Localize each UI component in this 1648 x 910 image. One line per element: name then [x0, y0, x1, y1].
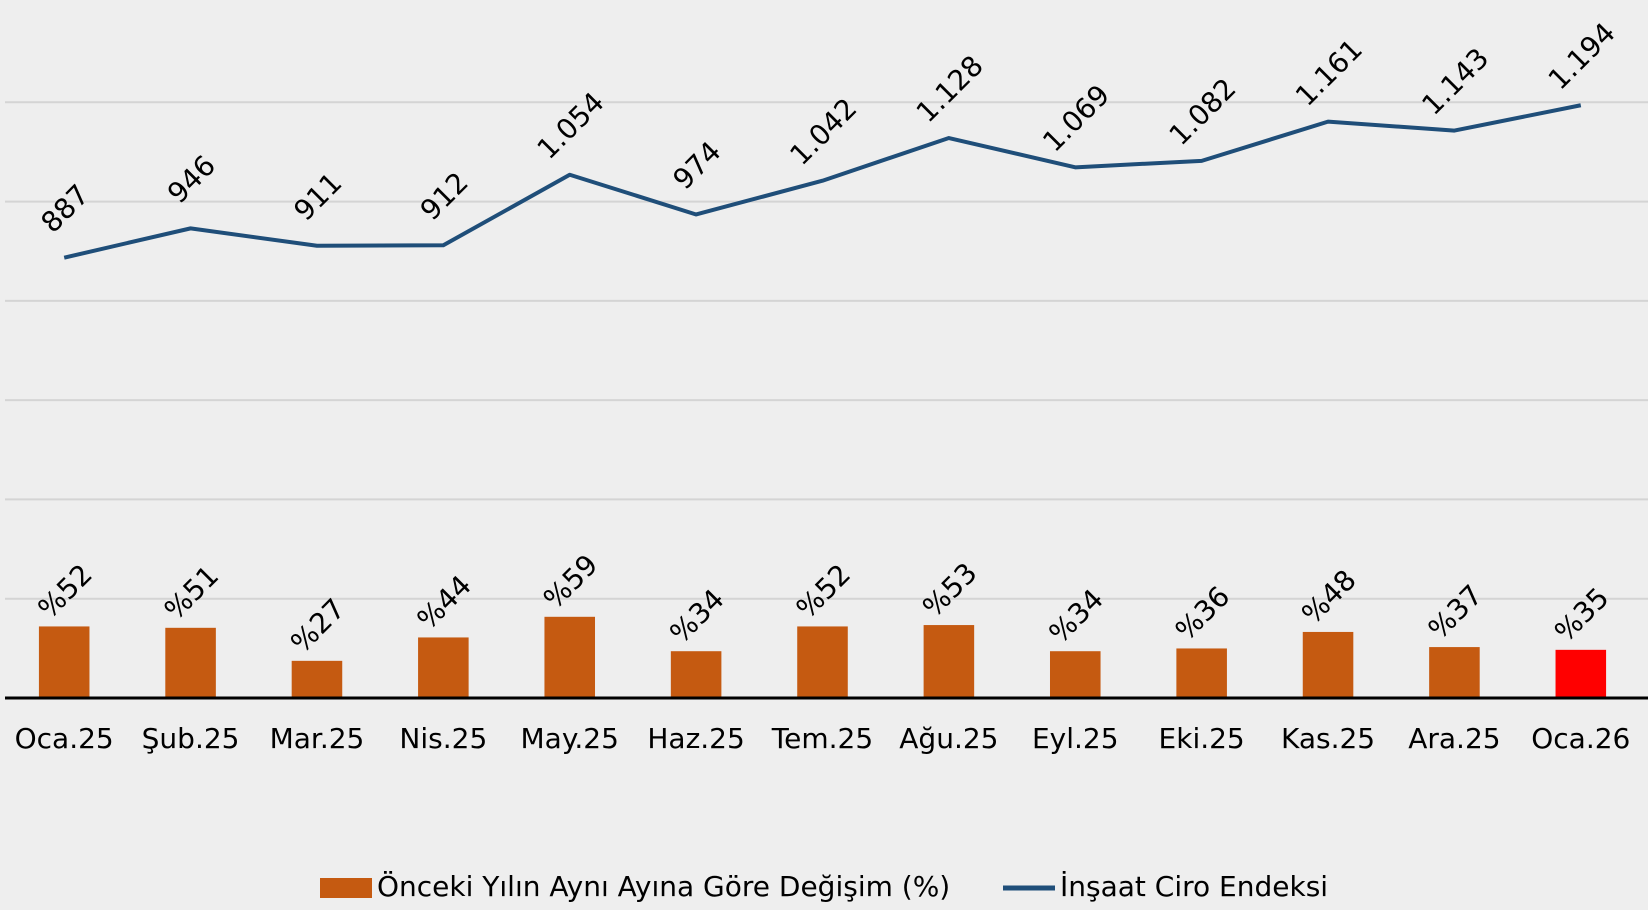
bar — [38, 626, 90, 698]
bar — [165, 627, 216, 698]
x-tick-label: May.25 — [521, 722, 619, 755]
legend-label: Önceki Yılın Aynı Ayına Göre Değişim (%) — [377, 869, 950, 903]
bar — [418, 637, 469, 698]
bar — [670, 651, 722, 698]
x-tick-label: Oca.25 — [15, 722, 114, 755]
legend-label: İnşaat Ciro Endeksi — [1060, 870, 1328, 903]
bar — [544, 616, 596, 698]
x-tick-label: Eki.25 — [1159, 722, 1245, 755]
bar — [1555, 649, 1607, 698]
bar — [1176, 648, 1227, 698]
x-tick-label: Ara.25 — [1408, 722, 1500, 755]
x-tick-label: Ağu.25 — [899, 722, 998, 755]
x-tick-label: Nis.25 — [399, 722, 487, 755]
x-tick-label: Oca.26 — [1531, 722, 1630, 755]
bar — [291, 660, 343, 698]
bar — [797, 626, 848, 698]
x-tick-label: Haz.25 — [647, 722, 744, 755]
x-tick-label: Eyl.25 — [1032, 722, 1119, 755]
x-tick-label: Tem.25 — [771, 722, 873, 755]
bar — [1302, 631, 1354, 698]
bar — [1429, 647, 1480, 698]
x-tick-label: Kas.25 — [1281, 722, 1375, 755]
bar — [1049, 651, 1101, 698]
line — [63, 103, 1582, 260]
bar — [923, 625, 975, 698]
x-tick-label: Şub.25 — [142, 722, 240, 755]
x-tick-label: Mar.25 — [270, 722, 365, 755]
legend-swatch — [320, 878, 372, 898]
